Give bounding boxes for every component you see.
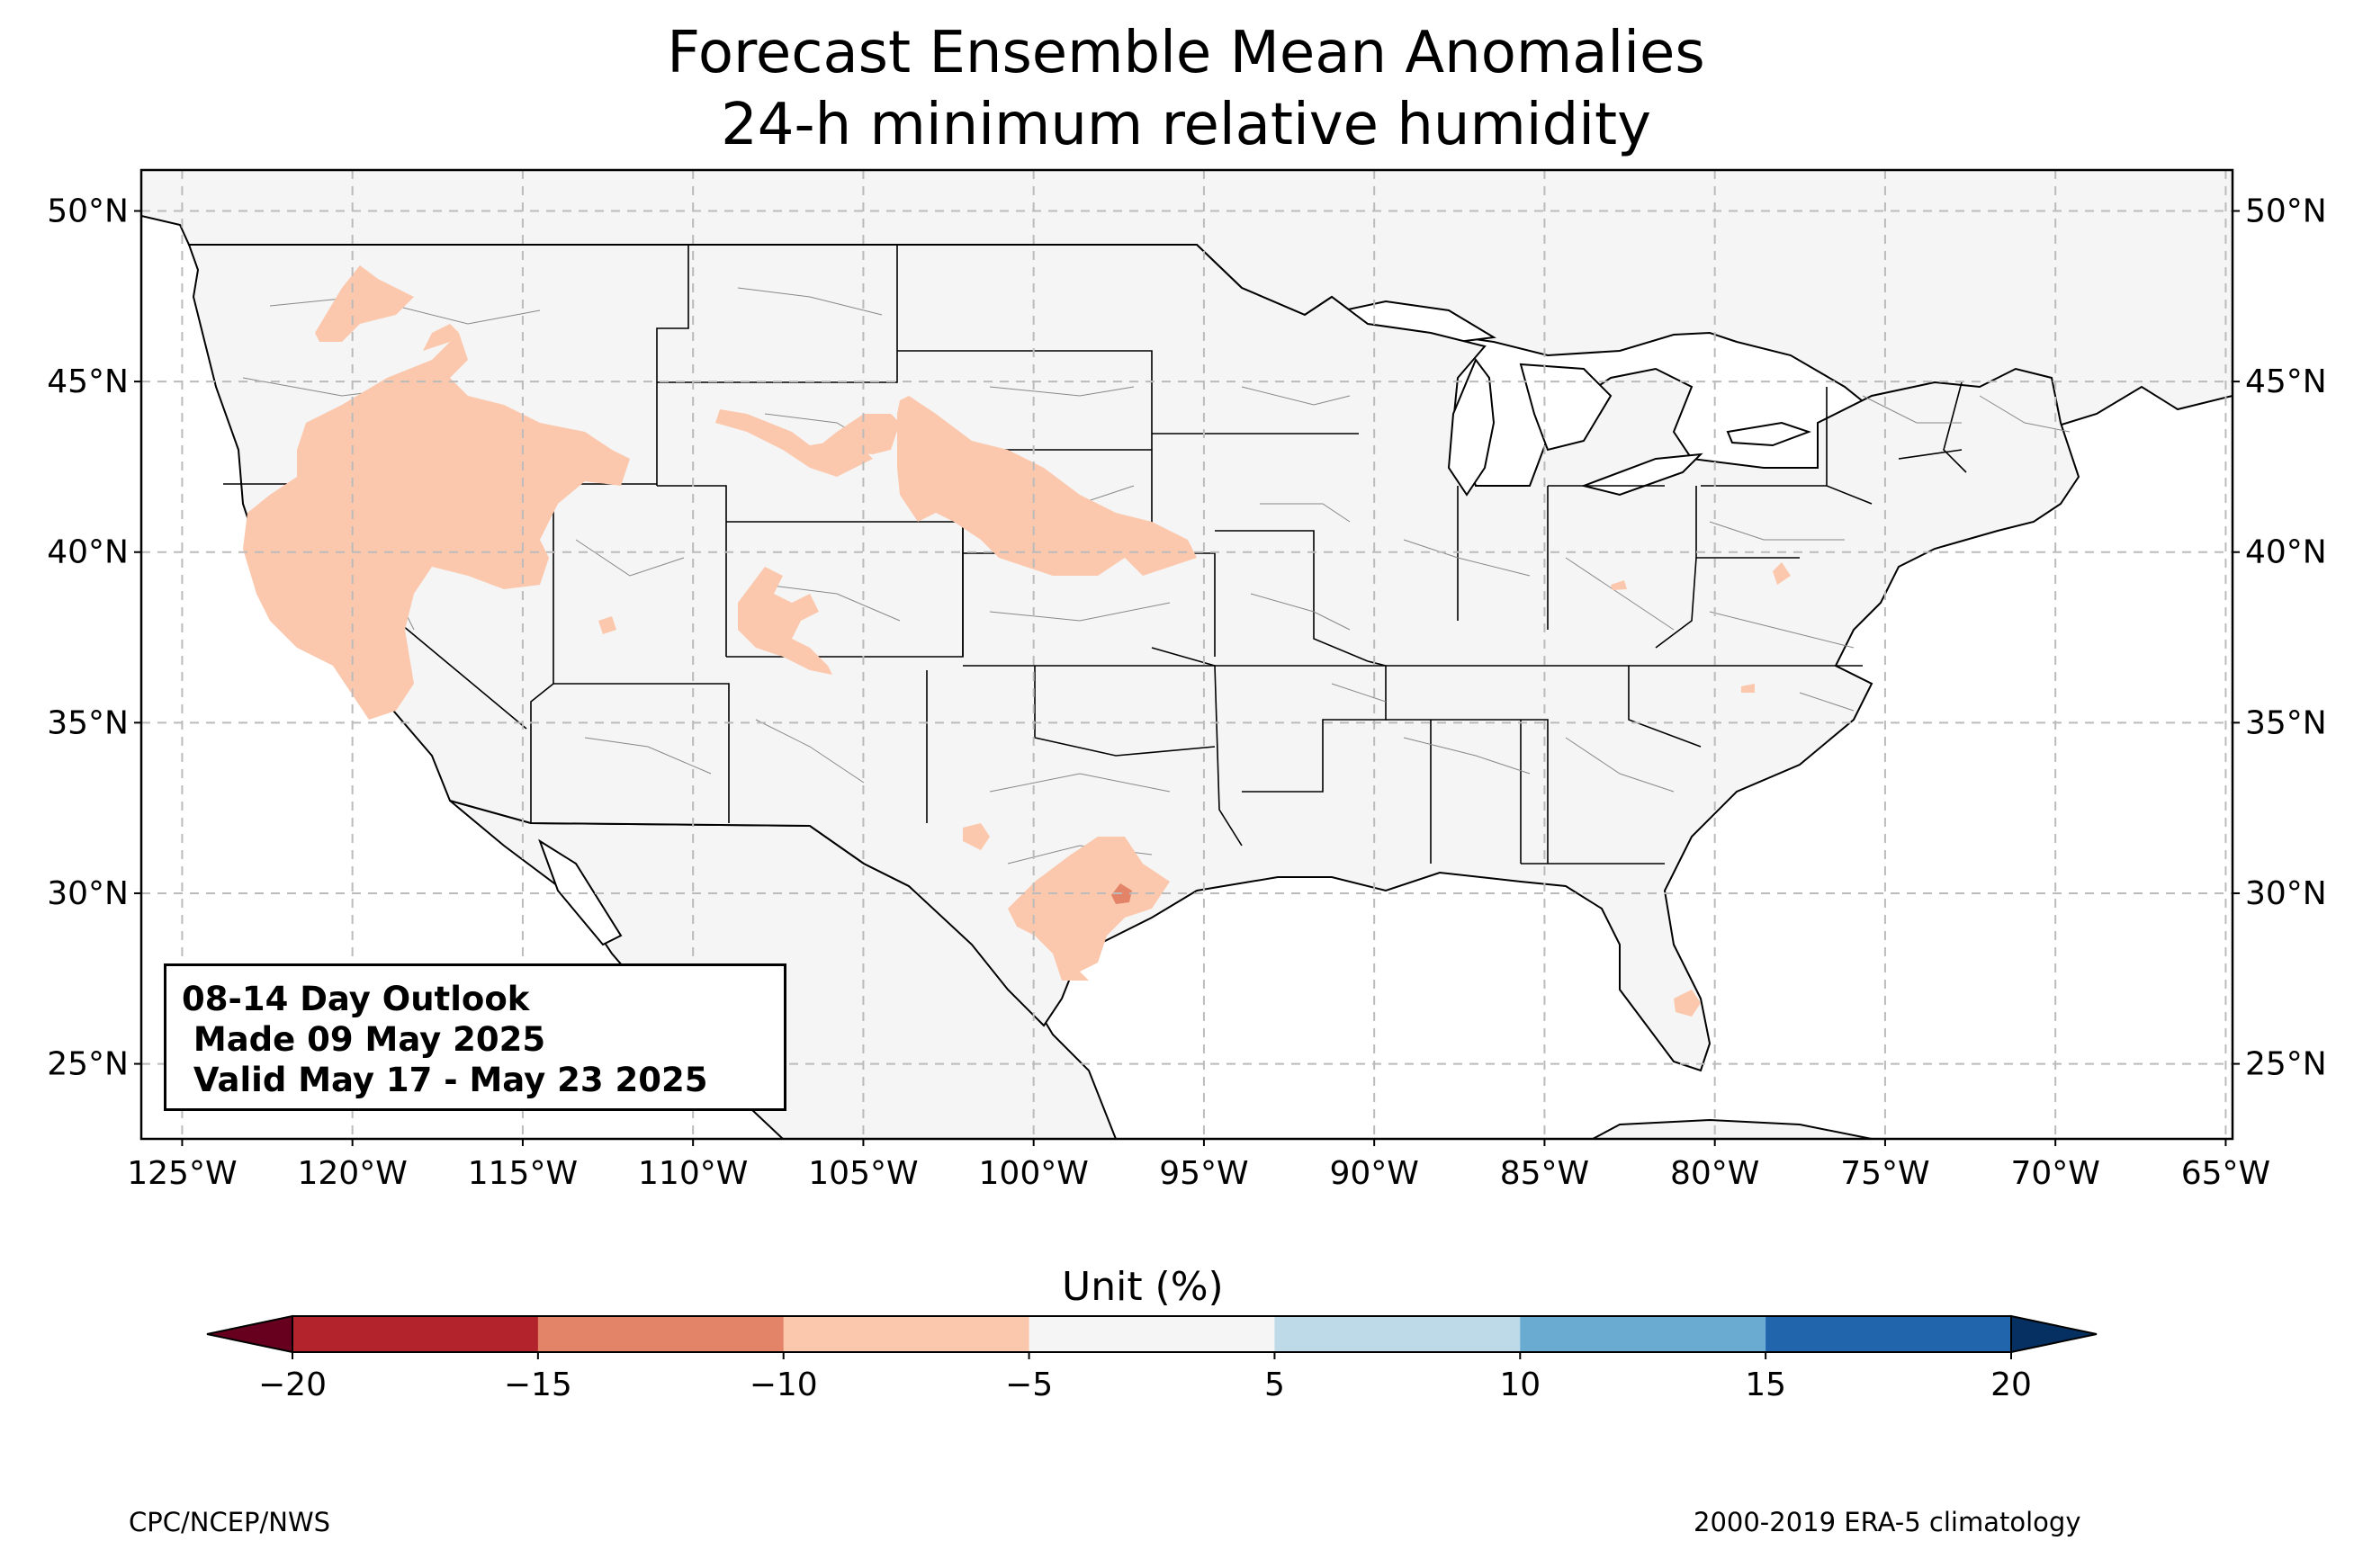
lat-label-right: 30°N bbox=[2245, 875, 2327, 912]
anomaly-region-idaho-arc bbox=[423, 324, 459, 351]
lat-label-right: 50°N bbox=[2245, 193, 2327, 230]
map-subtitle: 24-h minimum relative humidity bbox=[721, 92, 1651, 158]
colorbar-tick-label: −10 bbox=[750, 1366, 818, 1403]
lon-label: 65°W bbox=[2181, 1155, 2270, 1192]
colorbar-extend-low bbox=[206, 1314, 293, 1354]
lat-label-left: 25°N bbox=[47, 1046, 129, 1083]
map-title: Forecast Ensemble Mean Anomalies bbox=[667, 20, 1705, 86]
lat-label-left: 35°N bbox=[47, 704, 129, 741]
lon-label: 105°W bbox=[808, 1155, 918, 1192]
lake-michigan bbox=[1447, 358, 1496, 497]
colorbar-tick-label: 10 bbox=[1499, 1366, 1541, 1403]
lon-label: 75°W bbox=[1840, 1155, 1929, 1192]
colorbar-segment bbox=[1029, 1316, 1275, 1352]
colorbar-tick-label: −5 bbox=[1005, 1366, 1053, 1403]
colorbar-segment bbox=[1766, 1316, 2012, 1352]
lon-label: 70°W bbox=[2010, 1155, 2099, 1192]
anomaly-region-california-great-basin bbox=[243, 333, 630, 720]
anomaly-region-georgia-spot bbox=[1741, 684, 1755, 693]
lat-labels-left: 50°N 45°N 40°N 35°N 30°N 25°N bbox=[47, 193, 141, 1083]
colorbar-tick-label: −20 bbox=[258, 1366, 327, 1403]
map-frame bbox=[139, 168, 2234, 1141]
colorbar-title: Unit (%) bbox=[1062, 1264, 1224, 1310]
anomaly-region-wyoming bbox=[715, 409, 873, 477]
anomaly-region-virginia bbox=[1773, 562, 1791, 585]
lake-huron bbox=[1519, 363, 1613, 452]
colorbar-tick-label: 15 bbox=[1745, 1366, 1786, 1403]
lon-label: 110°W bbox=[638, 1155, 748, 1192]
colorbar-tick-label: −15 bbox=[504, 1366, 572, 1403]
lat-label-right: 25°N bbox=[2245, 1046, 2327, 1083]
colorbar: −20 −15 −10 −5 5 10 15 20 bbox=[206, 1314, 2098, 1403]
colorbar-outline bbox=[292, 1315, 2012, 1353]
outlook-valid-range: Valid May 17 - May 23 2025 bbox=[182, 1061, 708, 1099]
lon-labels: 125°W 120°W 115°W 110°W 105°W 100°W 95°W 90°W 85… bbox=[127, 1139, 2270, 1192]
lat-label-left: 50°N bbox=[47, 193, 129, 230]
colorbar-segment bbox=[1520, 1316, 1766, 1352]
anomaly-region-nebraska-south-dakota bbox=[897, 396, 1197, 576]
colorbar-tick-label: 20 bbox=[1990, 1366, 2032, 1403]
lon-label: 95°W bbox=[1159, 1155, 1248, 1192]
outlook-period: 08-14 Day Outlook bbox=[182, 980, 530, 1018]
anomaly-region-wyoming-east bbox=[814, 414, 900, 454]
anomaly-region-pacific-northwest bbox=[315, 265, 414, 342]
lake-erie bbox=[1580, 452, 1703, 497]
lon-label: 90°W bbox=[1329, 1155, 1418, 1192]
anomaly-region-sw-texas-spot bbox=[963, 823, 990, 850]
credit-right: 2000-2019 ERA-5 climatology bbox=[1694, 1507, 2081, 1537]
cuba-land bbox=[1592, 1118, 1873, 1139]
lake-ontario bbox=[1726, 421, 1811, 447]
anomaly-region-colorado bbox=[738, 567, 832, 675]
lon-label: 80°W bbox=[1670, 1155, 1759, 1192]
anomaly-region-utah-spot bbox=[598, 616, 616, 634]
credit-left: CPC/NCEP/NWS bbox=[129, 1507, 331, 1537]
lat-label-left: 30°N bbox=[47, 875, 129, 912]
anomaly-shading bbox=[243, 265, 1791, 1017]
anomaly-region-ohio-spot bbox=[1611, 580, 1627, 590]
lat-label-right: 35°N bbox=[2245, 704, 2327, 741]
lat-label-right: 40°N bbox=[2245, 534, 2327, 571]
lon-label: 125°W bbox=[127, 1155, 237, 1192]
lon-label: 85°W bbox=[1500, 1155, 1589, 1192]
colorbar-segment bbox=[1274, 1316, 1521, 1352]
colorbar-segment bbox=[783, 1316, 1030, 1352]
colorbar-tick-label: 5 bbox=[1264, 1366, 1285, 1403]
lat-labels-right: 50°N 45°N 40°N 35°N 30°N 25°N bbox=[2233, 193, 2327, 1083]
lon-label: 100°W bbox=[979, 1155, 1089, 1192]
lat-label-left: 40°N bbox=[47, 534, 129, 571]
outlook-made-date: Made 09 May 2025 bbox=[182, 1020, 546, 1059]
anomaly-region-florida bbox=[1674, 990, 1701, 1017]
colorbar-segment bbox=[292, 1316, 539, 1352]
lat-label-right: 45°N bbox=[2245, 363, 2327, 400]
lat-label-left: 45°N bbox=[47, 363, 129, 400]
lon-label: 115°W bbox=[468, 1155, 578, 1192]
colorbar-extend-high bbox=[2010, 1314, 2098, 1354]
lon-label: 120°W bbox=[298, 1155, 408, 1192]
outlook-info-box: 08-14 Day Outlook Made 09 May 2025 Valid… bbox=[164, 963, 786, 1111]
colorbar-segment bbox=[537, 1316, 785, 1352]
anomaly-region-central-texas bbox=[1008, 837, 1170, 981]
